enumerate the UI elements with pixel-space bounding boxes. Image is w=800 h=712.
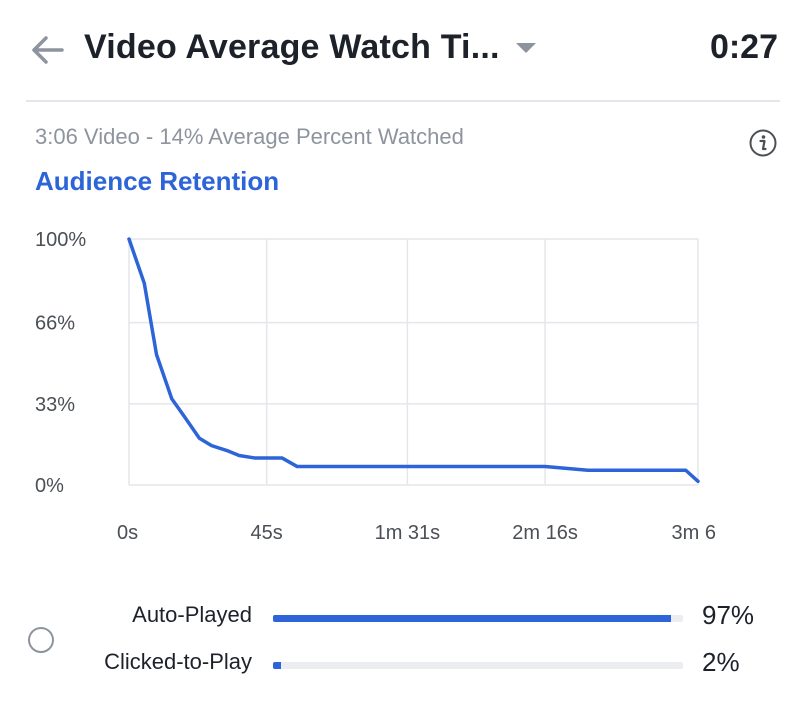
radio-unselected-icon[interactable] — [28, 627, 54, 653]
average-watch-time-value: 0:27 — [709, 28, 778, 66]
legend-item-auto-played: Auto-Played 97% — [0, 598, 800, 638]
audience-retention-chart: 100% 66% 33% 0% 0s 45s 1m 31s 2m 16s 3m 6 — [0, 210, 800, 560]
bar-track — [273, 615, 683, 622]
legend-item-clicked-to-play: Clicked-to-Play 2% — [0, 645, 800, 685]
page-title: Video Average Watch Ti... — [84, 28, 500, 66]
chart-title: Audience Retention — [35, 166, 280, 196]
y-tick-label: 0% — [35, 475, 64, 497]
chart-svg: 100% 66% 33% 0% 0s 45s 1m 31s 2m 16s 3m 6 — [35, 229, 716, 544]
bar-fill — [273, 615, 671, 622]
arrow-left-icon[interactable] — [26, 30, 66, 70]
caret-down-icon[interactable] — [512, 38, 540, 58]
y-tick-label: 33% — [35, 394, 75, 416]
x-tick-label: 45s — [251, 522, 283, 544]
bar-fill — [273, 662, 282, 669]
x-tick-label: 0s — [117, 522, 138, 544]
legend-label: Clicked-to-Play — [104, 649, 252, 674]
x-tick-label: 1m 31s — [375, 522, 441, 544]
playback-legend: Auto-Played 97% Clicked-to-Play 2% — [0, 590, 800, 700]
legend-value: 2% — [702, 647, 740, 677]
y-tick-label: 66% — [35, 313, 75, 335]
retention-line — [127, 237, 700, 484]
legend-label: Auto-Played — [132, 602, 252, 627]
header-divider — [26, 100, 780, 102]
video-summary: 3:06 Video - 14% Average Percent Watched — [35, 124, 464, 149]
header: Video Average Watch Ti... 0:27 — [0, 0, 800, 100]
x-tick-label: 2m 16s — [512, 522, 578, 544]
x-tick-label: 3m 6 — [672, 522, 716, 544]
legend-value: 97% — [702, 600, 755, 630]
info-icon[interactable] — [748, 128, 778, 158]
bar-track — [273, 662, 683, 669]
y-tick-label: 100% — [35, 229, 86, 251]
